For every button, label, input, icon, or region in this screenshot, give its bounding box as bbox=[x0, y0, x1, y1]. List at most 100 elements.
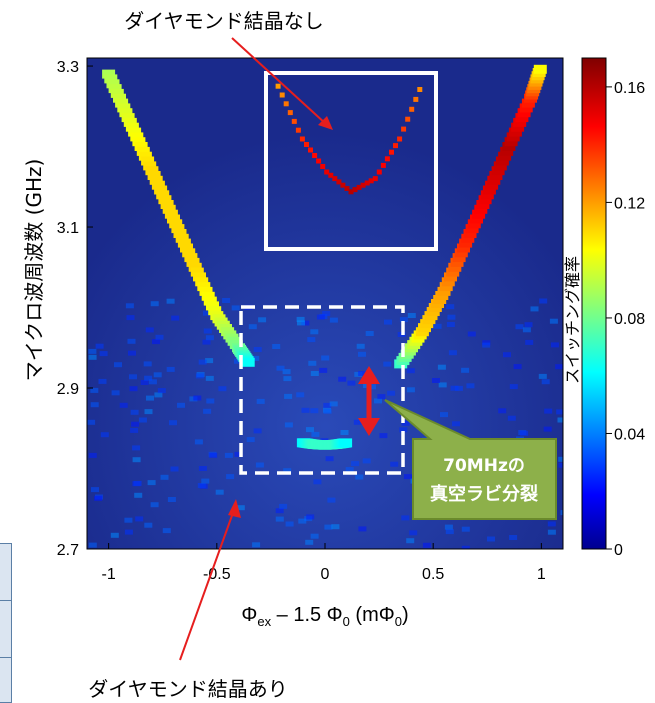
noise-cell bbox=[297, 320, 305, 326]
curve-cell bbox=[364, 180, 370, 186]
noise-cell bbox=[448, 350, 457, 356]
curve-cell bbox=[437, 286, 451, 296]
noise-cell bbox=[445, 529, 454, 535]
noise-cell bbox=[138, 417, 147, 423]
noise-cell bbox=[399, 427, 408, 433]
noise-cell bbox=[503, 352, 511, 358]
noise-cell bbox=[124, 517, 133, 523]
curve-cell bbox=[197, 282, 211, 292]
curve-cell bbox=[102, 69, 116, 79]
x-tick-label: 1 bbox=[537, 566, 546, 583]
callout-line-1: 70MHzの bbox=[443, 456, 525, 476]
bottom-arrow-head bbox=[228, 499, 241, 518]
noise-cell bbox=[275, 508, 284, 514]
noise-cell bbox=[166, 298, 175, 304]
noise-cell bbox=[272, 344, 281, 349]
noise-cell bbox=[95, 343, 104, 349]
x-tick-label: 0 bbox=[321, 566, 330, 583]
curve-cell bbox=[533, 64, 547, 74]
colorbar-tick-label: 0.12 bbox=[614, 195, 645, 212]
curve-cell bbox=[498, 151, 512, 161]
curve-cell bbox=[465, 224, 479, 234]
curve-cell bbox=[201, 291, 215, 301]
curve-cell bbox=[115, 98, 129, 108]
curve-cell bbox=[513, 117, 527, 127]
curve-cell bbox=[417, 87, 423, 92]
curve-cell bbox=[480, 190, 494, 200]
noise-cell bbox=[198, 359, 207, 365]
colorbar-ticks: 0 0.04 0.08 0.12 0.16 bbox=[606, 80, 645, 559]
noise-cell bbox=[144, 409, 153, 415]
curve-cell bbox=[190, 267, 204, 277]
curve-cell bbox=[444, 272, 457, 282]
inset-box bbox=[264, 71, 438, 251]
noise-cell bbox=[88, 542, 97, 548]
noise-cell bbox=[162, 528, 171, 534]
noise-cell bbox=[126, 315, 135, 321]
curve-cell bbox=[439, 282, 453, 292]
noise-cell bbox=[135, 516, 144, 522]
noise-cell bbox=[202, 339, 211, 345]
curve-cell bbox=[368, 178, 374, 184]
noise-cell bbox=[401, 420, 410, 426]
curve-cell bbox=[193, 272, 206, 282]
colorbar-tick-label: 0 bbox=[614, 542, 623, 559]
curve-cell bbox=[130, 132, 144, 142]
noise-cell bbox=[353, 419, 362, 425]
noise-cell bbox=[347, 380, 356, 386]
noise-cell bbox=[160, 474, 169, 480]
noise-cell bbox=[114, 362, 122, 368]
noise-cell bbox=[209, 452, 218, 458]
noise-cell bbox=[323, 408, 332, 414]
curve-cell bbox=[511, 122, 525, 132]
noise-cell bbox=[88, 348, 97, 354]
noise-cell bbox=[530, 306, 539, 312]
curve-cell bbox=[457, 243, 470, 253]
curve-cell bbox=[519, 103, 533, 113]
curve-cell bbox=[121, 113, 135, 123]
noise-cell bbox=[338, 376, 347, 382]
edge-table-fragment bbox=[0, 543, 12, 703]
noise-cell bbox=[296, 316, 305, 322]
noise-cell bbox=[222, 298, 231, 303]
noise-cell bbox=[324, 524, 333, 530]
noise-cell bbox=[306, 427, 314, 433]
noise-cell bbox=[447, 314, 456, 320]
noise-cell bbox=[298, 518, 307, 524]
noise-cell bbox=[144, 375, 153, 381]
noise-cell bbox=[433, 323, 442, 329]
noise-cell bbox=[157, 388, 166, 394]
noise-cell bbox=[322, 311, 331, 316]
noise-cell bbox=[205, 335, 214, 341]
curve-cell bbox=[154, 185, 168, 195]
curve-cell bbox=[340, 182, 346, 188]
noise-cell bbox=[203, 328, 212, 334]
noise-cell bbox=[509, 535, 518, 540]
noise-cell bbox=[507, 415, 516, 421]
curve-cell bbox=[113, 93, 126, 103]
noise-cell bbox=[131, 421, 140, 427]
noise-cell bbox=[446, 304, 455, 310]
noise-cell bbox=[365, 331, 374, 336]
noise-cell bbox=[166, 366, 175, 372]
noise-cell bbox=[98, 378, 107, 384]
noise-cell bbox=[284, 422, 293, 428]
curve-cell bbox=[104, 74, 118, 84]
noise-cell bbox=[311, 431, 320, 437]
curve-cell bbox=[169, 219, 183, 229]
curve-cell bbox=[517, 108, 531, 118]
colorbar-tick-label: 0.16 bbox=[614, 80, 645, 97]
curve-cell bbox=[117, 103, 131, 113]
noise-cell bbox=[310, 533, 319, 539]
noise-cell bbox=[329, 317, 338, 323]
colorbar-tick-label: 0.04 bbox=[614, 426, 645, 443]
noise-cell bbox=[321, 355, 330, 361]
noise-cell bbox=[446, 322, 455, 327]
curve-cell bbox=[291, 118, 297, 124]
noise-cell bbox=[119, 402, 128, 408]
noise-cell bbox=[362, 458, 371, 464]
curve-cell bbox=[184, 253, 198, 263]
curve-cell bbox=[344, 186, 350, 191]
noise-cell bbox=[319, 367, 328, 373]
curve-cell bbox=[175, 233, 189, 243]
